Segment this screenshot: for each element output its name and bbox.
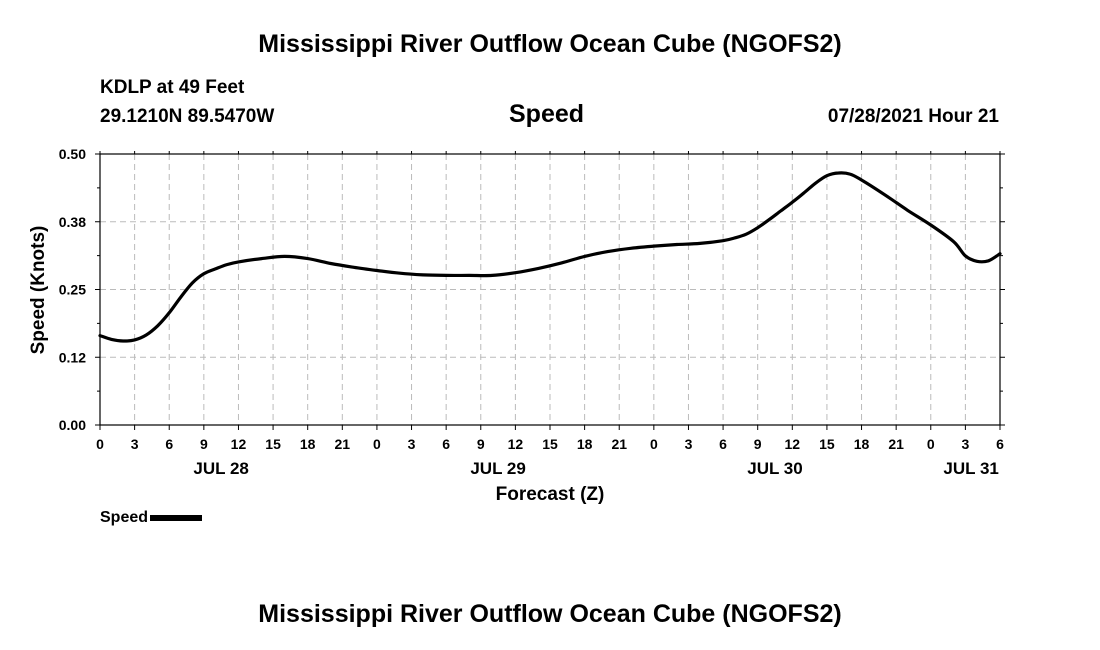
legend-swatch-speed xyxy=(150,515,203,521)
x-tick-label: 18 xyxy=(854,436,870,452)
x-tick-label: 15 xyxy=(542,436,558,452)
page-title: Mississippi River Outflow Ocean Cube (NG… xyxy=(258,30,842,58)
x-tick-label: 12 xyxy=(231,436,247,452)
x-axis-label: Forecast (Z) xyxy=(496,484,605,505)
chart-series xyxy=(98,171,1002,343)
x-tick-label: 3 xyxy=(131,436,139,452)
footer-title: Mississippi River Outflow Ocean Cube (NG… xyxy=(258,600,842,628)
x-tick-label: 0 xyxy=(96,436,104,452)
x-tick-label: 9 xyxy=(477,436,485,452)
y-tick-label: 0.12 xyxy=(59,349,86,365)
chart-legend: Speed xyxy=(100,509,203,527)
x-tick-label: 21 xyxy=(611,436,627,452)
x-tick-label: 21 xyxy=(888,436,904,452)
station-coordinates: 29.1210N 89.5470W xyxy=(100,106,275,127)
y-tick-label: 0.00 xyxy=(59,417,86,433)
x-tick-label: 0 xyxy=(927,436,935,452)
x-tick-label: 9 xyxy=(754,436,762,452)
x-tick-label: 0 xyxy=(650,436,658,452)
x-tick-label: 21 xyxy=(335,436,351,452)
x-tick-label: 6 xyxy=(165,436,173,452)
chart-grid xyxy=(100,154,1000,425)
x-tick-label: 18 xyxy=(577,436,593,452)
x-date-label: JUL 30 xyxy=(747,459,802,478)
x-tick-label: 18 xyxy=(300,436,316,452)
x-tick-label: 3 xyxy=(961,436,969,452)
x-tick-label: 3 xyxy=(408,436,416,452)
x-date-label: JUL 29 xyxy=(470,459,525,478)
x-tick-label: 12 xyxy=(785,436,801,452)
x-tick-label: 15 xyxy=(819,436,835,452)
x-tick-label: 9 xyxy=(200,436,208,452)
x-tick-label: 6 xyxy=(442,436,450,452)
series-line-speed xyxy=(98,171,1002,343)
station-label: KDLP at 49 Feet xyxy=(100,77,245,98)
forecast-datetime: 07/28/2021 Hour 21 xyxy=(827,106,999,127)
x-tick-label: 3 xyxy=(685,436,693,452)
chart-title: Speed xyxy=(509,100,585,128)
x-date-label: JUL 31 xyxy=(943,459,998,478)
x-tick-label: 6 xyxy=(996,436,1004,452)
x-tick-label: 15 xyxy=(265,436,281,452)
y-tick-label: 0.25 xyxy=(59,282,86,298)
legend-label-speed: Speed xyxy=(100,509,149,526)
chart-axes: 0 3 6 9 12 15 18 21 0 3 6 9 12 15 18 21 0 3 6 9 12 15 18 21 0 3 6 0… xyxy=(59,146,1005,478)
x-tick-label: 6 xyxy=(719,436,727,452)
y-tick-label: 0.50 xyxy=(59,146,86,162)
y-axis-label: Speed (Knots) xyxy=(28,226,49,355)
x-date-label: JUL 28 xyxy=(193,459,248,478)
x-tick-label: 0 xyxy=(373,436,381,452)
y-tick-label: 0.38 xyxy=(59,214,86,230)
x-tick-label: 12 xyxy=(508,436,524,452)
